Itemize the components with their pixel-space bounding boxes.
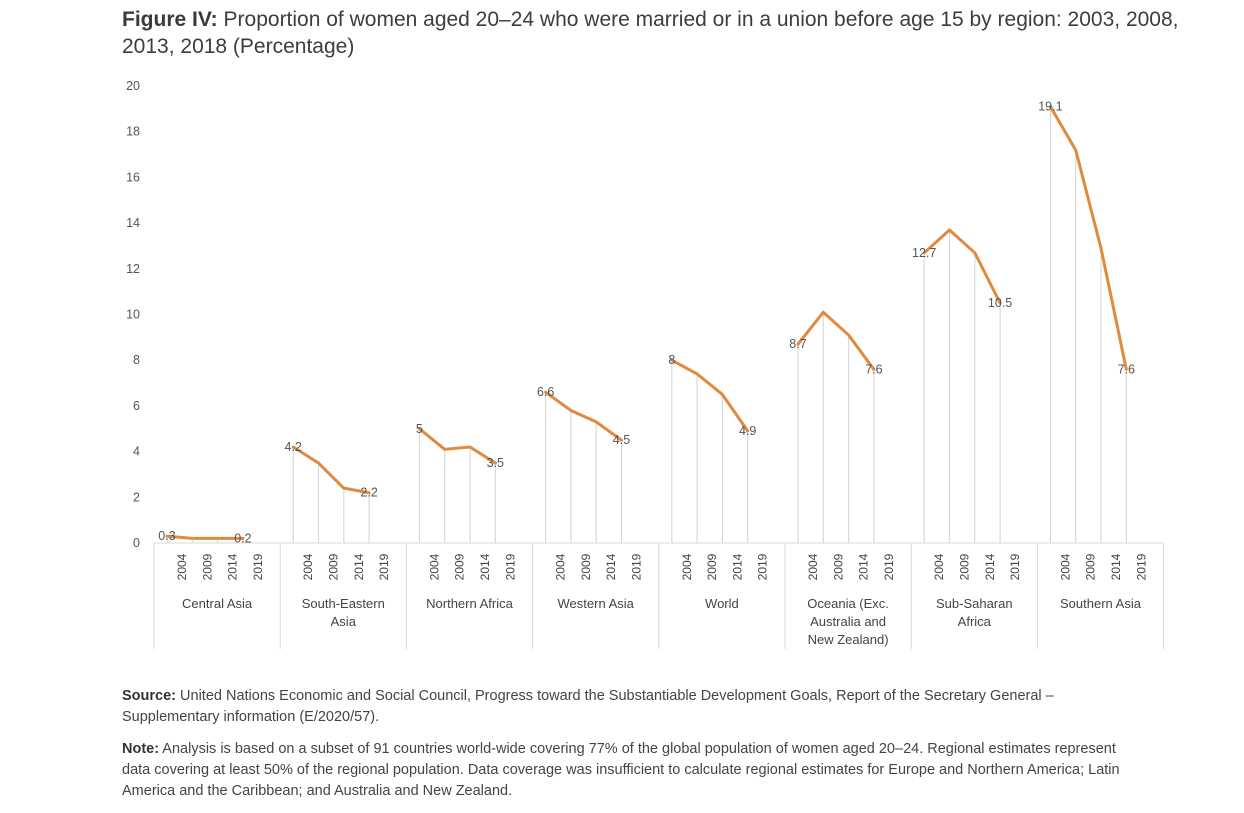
- data-label: 8: [668, 353, 675, 367]
- x-tick-label: 2009: [831, 553, 845, 580]
- data-label: 0.3: [158, 529, 175, 543]
- x-tick-label: 2019: [503, 553, 517, 580]
- data-label: 4.5: [613, 433, 630, 447]
- x-tick-label: 2014: [983, 553, 997, 580]
- y-tick-label: 18: [126, 125, 140, 139]
- x-tick-label: 2019: [1134, 553, 1148, 580]
- x-tick-label: 2009: [453, 553, 467, 580]
- data-label: 4.9: [739, 424, 756, 438]
- x-tick-label: 2019: [756, 553, 770, 580]
- series-line: [670, 358, 750, 433]
- x-tick-label: 2014: [604, 553, 618, 580]
- y-tick-label: 4: [133, 445, 140, 459]
- x-tick-label: 2009: [579, 553, 593, 580]
- category-label: Sub-Saharan: [936, 596, 1013, 611]
- x-tick-label: 2004: [554, 553, 568, 580]
- x-tick-label: 2009: [1084, 553, 1098, 580]
- source-text: United Nations Economic and Social Counc…: [122, 688, 1054, 725]
- y-tick-label: 0: [133, 536, 140, 550]
- category-label: Northern Africa: [426, 596, 513, 611]
- category-label: Africa: [958, 614, 992, 629]
- y-tick-label: 14: [126, 216, 140, 230]
- x-tick-label: 2019: [630, 553, 644, 580]
- series-line: [544, 390, 623, 442]
- category-label: Oceania (Exc.: [807, 596, 889, 611]
- y-tick-label: 10: [126, 308, 140, 322]
- data-label: 12.7: [912, 246, 936, 260]
- x-tick-label: 2009: [327, 553, 341, 580]
- y-tick-label: 6: [133, 399, 140, 413]
- x-tick-label: 2004: [1058, 553, 1072, 580]
- figure-title-text: Proportion of women aged 20–24 who were …: [122, 8, 1179, 58]
- figure-label: Figure IV:: [122, 8, 218, 31]
- data-label: 8.7: [789, 337, 806, 351]
- data-label: 3.5: [487, 456, 504, 470]
- x-tick-label: 2004: [806, 553, 820, 580]
- source-label: Source:: [122, 688, 176, 704]
- x-tick-label: 2014: [730, 553, 744, 580]
- series-line: [922, 228, 1002, 305]
- x-tick-label: 2004: [301, 553, 315, 580]
- x-tick-label: 2019: [1008, 553, 1022, 580]
- line-chart: 0 2 4 6 8 10 12 14 16 18 20 0.3 0.2 2004 2009 2014 2019 C…: [126, 79, 1165, 649]
- y-tick-label: 12: [126, 262, 140, 276]
- x-tick-label: 2019: [251, 553, 265, 580]
- data-label: 7.6: [865, 362, 882, 376]
- data-label: 10.5: [988, 296, 1012, 310]
- x-tick-label: 2014: [857, 553, 871, 580]
- x-tick-label: 2014: [352, 553, 366, 580]
- x-tick-label: 2004: [175, 553, 189, 580]
- category-label: Western Asia: [558, 596, 635, 611]
- data-label: 6.6: [537, 385, 554, 399]
- analysis-note: Note: Analysis is based on a subset of 9…: [122, 739, 1122, 802]
- x-tick-label: 2009: [200, 553, 214, 580]
- category-label: Australia and: [810, 614, 886, 629]
- series-line: [417, 427, 497, 465]
- series-line: [796, 310, 876, 371]
- x-tick-label: 2014: [478, 553, 492, 580]
- data-label: 5: [416, 422, 423, 436]
- series-line: [1048, 105, 1128, 371]
- data-label: 4.2: [285, 440, 302, 454]
- series-line: [291, 445, 371, 495]
- category-label: Asia: [331, 614, 357, 629]
- note-text: Analysis is based on a subset of 91 coun…: [122, 741, 1120, 799]
- x-tick-label: 2004: [680, 553, 694, 580]
- data-label: 7.6: [1118, 362, 1135, 376]
- figure-title: Figure IV: Proportion of women aged 20–2…: [122, 6, 1182, 60]
- x-tick-label: 2009: [958, 553, 972, 580]
- y-tick-label: 8: [133, 353, 140, 367]
- category-label: Central Asia: [182, 596, 253, 611]
- category-label: New Zealand): [808, 632, 889, 647]
- y-tick-label: 16: [126, 170, 140, 184]
- data-label: 2.2: [360, 486, 377, 500]
- x-tick-label: 2019: [882, 553, 896, 580]
- x-tick-label: 2014: [1109, 553, 1123, 580]
- source-note: Source: United Nations Economic and Soci…: [122, 686, 1122, 728]
- y-tick-label: 20: [126, 79, 140, 93]
- x-tick-label: 2019: [377, 553, 391, 580]
- x-tick-label: 2004: [427, 553, 441, 580]
- x-tick-label: 2014: [226, 553, 240, 580]
- data-label: 19.1: [1038, 100, 1062, 114]
- data-label: 0.2: [234, 531, 251, 545]
- category-label: South-Eastern: [302, 596, 385, 611]
- y-tick-label: 2: [133, 490, 140, 504]
- note-label: Note:: [122, 741, 160, 757]
- category-label: World: [705, 596, 739, 611]
- x-tick-label: 2004: [932, 553, 946, 580]
- x-tick-label: 2009: [705, 553, 719, 580]
- category-label: Southern Asia: [1060, 596, 1142, 611]
- series-line: [165, 534, 245, 540]
